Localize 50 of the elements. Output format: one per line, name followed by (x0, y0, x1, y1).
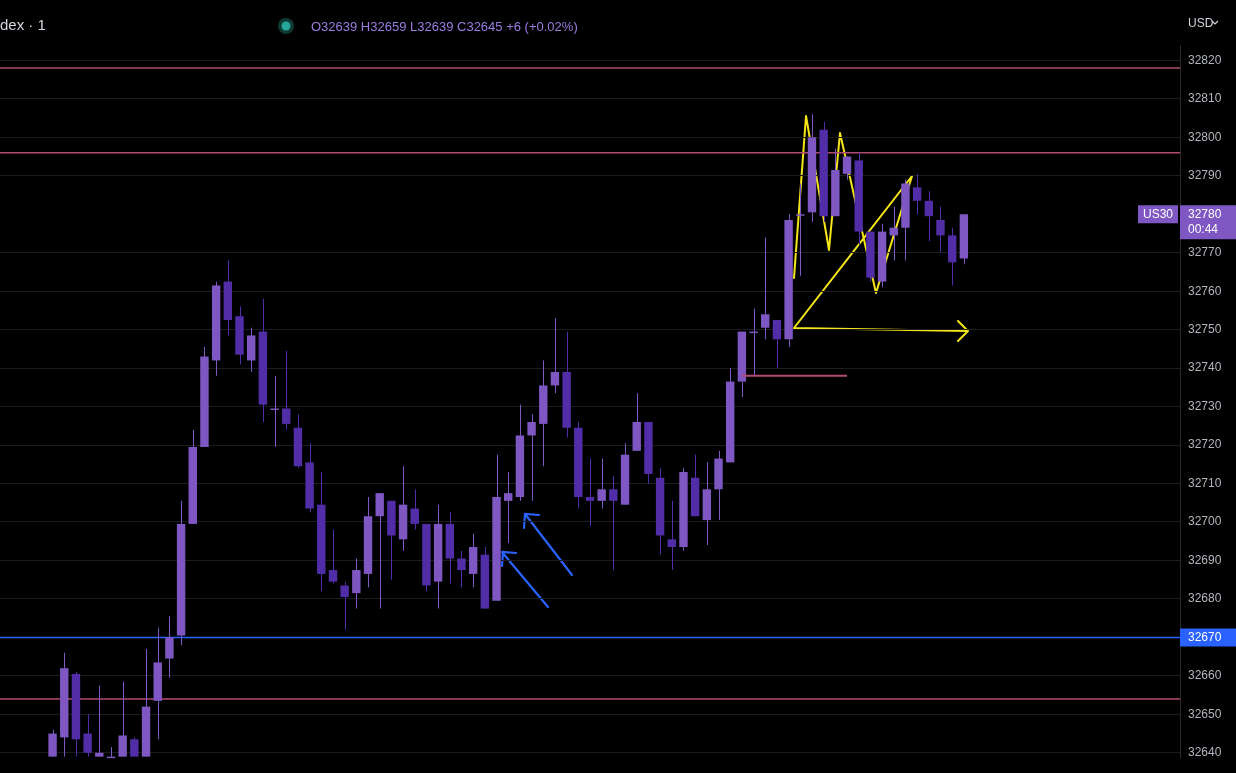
candlestick (550, 317, 560, 394)
candlestick (130, 736, 139, 758)
candlestick (410, 488, 419, 531)
y-tick-label: 32690 (1188, 552, 1222, 567)
candlestick (772, 319, 782, 369)
text: O32639 H32659 L32639 C32645 +6 (+0.02%) (311, 19, 578, 34)
y-tick-label: 32650 (1188, 706, 1222, 721)
candlestick (83, 713, 92, 758)
candlestick (48, 729, 57, 758)
y-tick-label: 32700 (1188, 514, 1222, 529)
y-tick-label: 32800 (1188, 129, 1222, 144)
text: 32780 (1188, 206, 1222, 221)
candlestick (667, 500, 676, 571)
candlestick (375, 492, 384, 610)
candlestick (912, 173, 922, 215)
y-tick-label: 32680 (1188, 591, 1222, 606)
candlestick (527, 413, 536, 502)
annotation: US30 (1142, 206, 1174, 221)
y-tick-label: 32770 (1188, 245, 1222, 260)
candlestick (597, 458, 606, 510)
candlestick (936, 206, 945, 254)
y-tick-label: 32790 (1188, 168, 1222, 183)
candlestick (796, 182, 805, 277)
candlestick (609, 475, 618, 571)
candlestick (118, 681, 127, 758)
candlestick (761, 236, 770, 340)
candlestick (340, 581, 349, 631)
y-tick-label: 32730 (1188, 398, 1222, 413)
candlestick (95, 684, 104, 758)
y-tick-label: 32670 (1188, 629, 1222, 644)
candlestick (924, 190, 934, 242)
candlestick (585, 458, 595, 527)
candlestick (328, 529, 338, 585)
candlestick (504, 471, 513, 544)
candlestick (457, 550, 466, 588)
candlestick (282, 350, 291, 431)
y-tick-label: 32810 (1188, 91, 1222, 106)
candlestick (165, 615, 174, 679)
chart-title: dex · 1 (0, 16, 46, 33)
y-tick-label: 32740 (1188, 360, 1222, 375)
text: USD (1188, 16, 1214, 30)
candlestick (352, 558, 361, 610)
y-tick-label: 32760 (1188, 283, 1222, 298)
y-tick-label: 32710 (1188, 475, 1222, 490)
y-tick-label: 32720 (1188, 437, 1222, 452)
y-tick-label: 32640 (1188, 745, 1222, 760)
y-tick-label: 32660 (1188, 668, 1222, 683)
text: 00:44 (1188, 221, 1219, 236)
y-tick-label: 32820 (1188, 52, 1222, 67)
y-tick-label: 32750 (1188, 321, 1222, 336)
